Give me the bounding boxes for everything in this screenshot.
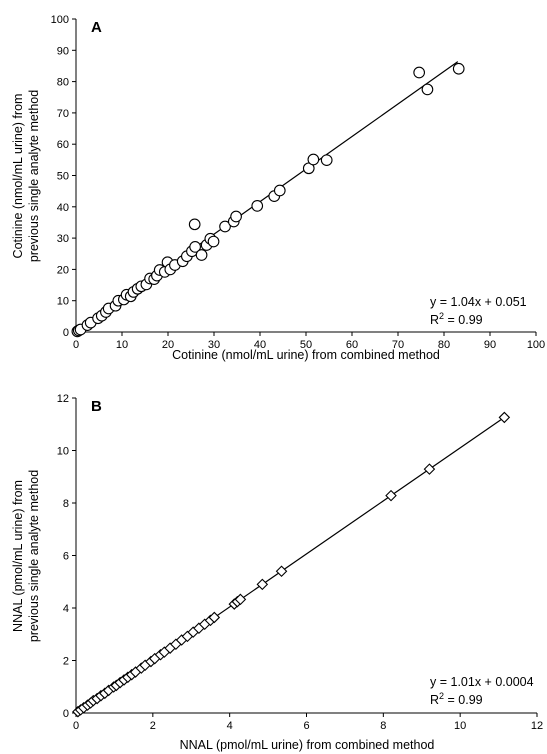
data-point xyxy=(219,220,231,233)
x-tick-label: 30 xyxy=(208,339,220,351)
x-tick-label: 70 xyxy=(392,339,404,351)
panel-b-label: B xyxy=(91,398,102,415)
panel-a-data-points xyxy=(71,62,465,338)
panel-b-x-axis-title: NNAL (pmol/mL urine) from combined metho… xyxy=(180,738,435,752)
data-point xyxy=(273,184,286,197)
panel-b-r-squared: R2 = 0.99 xyxy=(430,691,483,707)
y-tick-label: 0 xyxy=(63,708,69,720)
panel-b: B 0 2 4 6 8 10 12 0 2 4 6 8 10 12 NNAL (pmol/mL urin… xyxy=(11,393,543,752)
data-point xyxy=(421,83,434,96)
data-point xyxy=(413,66,426,79)
data-point xyxy=(230,210,242,223)
panel-b-x-ticks: 0 2 4 6 8 10 12 xyxy=(73,713,543,732)
x-tick-label: 80 xyxy=(438,339,450,351)
x-tick-label: 2 xyxy=(150,720,156,732)
data-point xyxy=(189,241,201,253)
x-tick-label: 50 xyxy=(300,339,312,351)
panel-a-x-axis-title: Cotinine (nmol/mL urine) from combined m… xyxy=(172,348,440,362)
panel-b-y-ticks: 0 2 4 6 8 10 12 xyxy=(57,393,76,720)
data-point xyxy=(207,235,220,248)
y-tick-label: 40 xyxy=(57,202,69,214)
panel-a-r-squared: R2 = 0.99 xyxy=(430,311,483,327)
x-tick-label: 4 xyxy=(227,720,233,732)
x-tick-label: 40 xyxy=(254,339,266,351)
y-tick-label: 0 xyxy=(63,327,69,339)
y-tick-label: 100 xyxy=(51,14,69,26)
panel-a-y-axis-title-line1: Cotinine (nmol/mL urine) from xyxy=(11,94,25,259)
panel-b-data-points xyxy=(72,411,511,718)
y-tick-label: 70 xyxy=(57,108,69,120)
y-tick-label: 10 xyxy=(57,296,69,308)
panel-b-y-axis-title-line2: previous single analyte method xyxy=(27,470,41,642)
data-point xyxy=(275,565,288,578)
y-tick-label: 50 xyxy=(57,171,69,183)
data-point xyxy=(452,62,465,75)
y-tick-label: 60 xyxy=(57,139,69,151)
y-tick-label: 2 xyxy=(63,656,69,668)
y-tick-label: 30 xyxy=(57,233,69,245)
data-point xyxy=(256,578,269,591)
y-tick-label: 10 xyxy=(57,446,69,458)
x-tick-label: 6 xyxy=(303,720,309,732)
data-point xyxy=(385,489,397,502)
data-point xyxy=(234,593,247,606)
data-point xyxy=(423,463,436,475)
panel-a-equation: y = 1.04x + 0.051 xyxy=(430,295,527,309)
panel-a: A 0 10 20 30 40 50 60 70 80 90 100 0 10 20 30 40 50 60 70… xyxy=(11,14,545,362)
data-point xyxy=(498,411,511,424)
x-tick-label: 8 xyxy=(380,720,386,732)
panel-a-y-ticks: 0 10 20 30 40 50 60 70 80 90 100 xyxy=(51,14,76,339)
panel-b-equation: y = 1.01x + 0.0004 xyxy=(430,675,534,689)
y-tick-label: 20 xyxy=(57,264,69,276)
x-tick-label: 0 xyxy=(73,339,79,351)
data-point xyxy=(251,200,264,212)
x-tick-label: 0 xyxy=(73,720,79,732)
y-tick-label: 8 xyxy=(63,498,69,510)
panel-b-y-axis-title-line1: NNAL (pmol/mL urine) from xyxy=(11,480,25,632)
x-tick-label: 20 xyxy=(162,339,174,351)
x-tick-label: 100 xyxy=(527,339,545,351)
y-tick-label: 80 xyxy=(57,77,69,89)
data-point xyxy=(195,249,208,261)
y-tick-label: 6 xyxy=(63,551,69,563)
x-tick-label: 60 xyxy=(346,339,358,351)
y-tick-label: 12 xyxy=(57,393,69,405)
x-tick-label: 10 xyxy=(116,339,128,351)
panel-a-y-axis-title-line2: previous single analyte method xyxy=(27,90,41,262)
data-point xyxy=(307,153,320,166)
data-point xyxy=(188,218,201,231)
y-tick-label: 4 xyxy=(63,603,69,615)
panel-a-x-ticks: 0 10 20 30 40 50 60 70 80 90 100 xyxy=(73,332,545,351)
panel-a-label: A xyxy=(91,19,102,36)
x-tick-label: 90 xyxy=(484,339,496,351)
data-point xyxy=(208,611,221,624)
y-tick-label: 90 xyxy=(57,45,69,57)
data-point xyxy=(320,154,333,167)
x-tick-label: 10 xyxy=(454,720,466,732)
x-tick-label: 12 xyxy=(531,720,543,732)
